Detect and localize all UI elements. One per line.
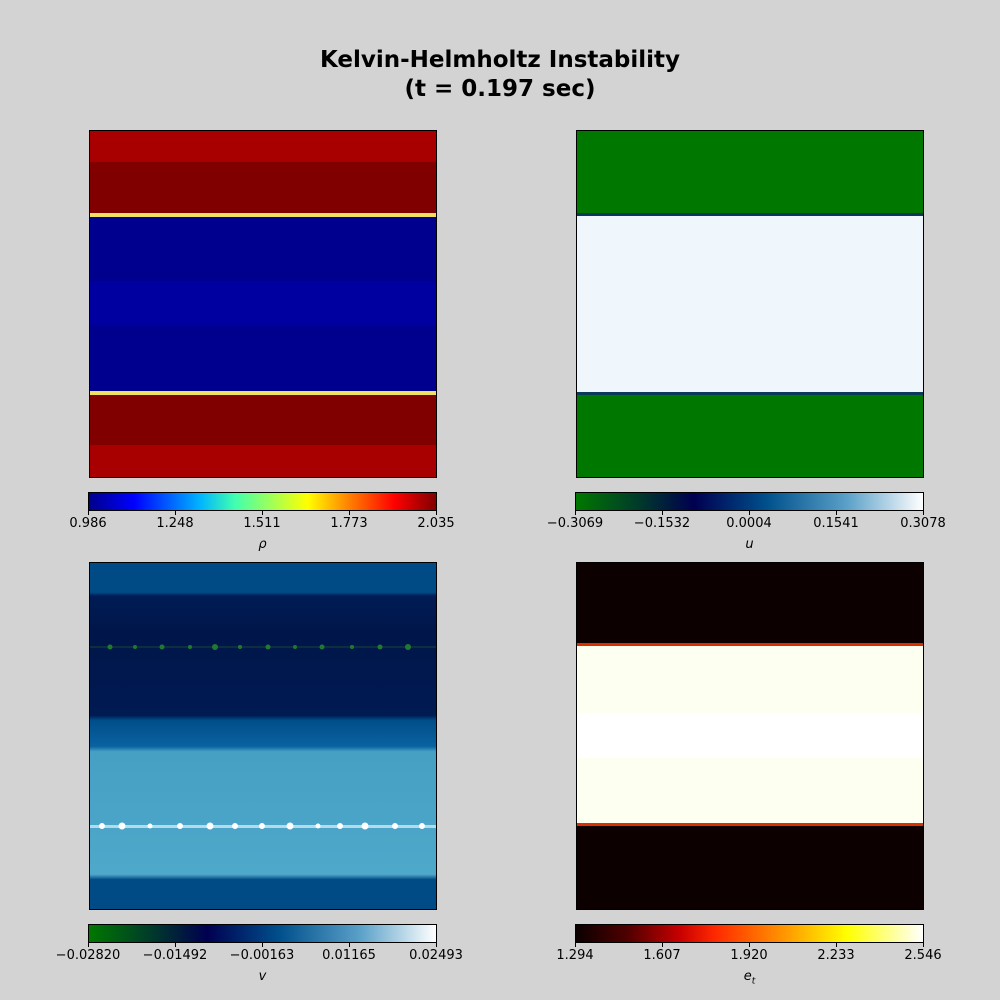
energy-colorbar-label-base: e: [743, 969, 752, 984]
v-tick-label: −0.02820: [55, 948, 121, 963]
v-vortex-markers-bottom: [99, 822, 425, 830]
energy-colorbar-label-subscript: t: [751, 976, 756, 987]
v-field-background: [90, 563, 436, 909]
density-shear-layer-bottom: [90, 391, 436, 395]
u-tick-label: 0.1541: [813, 516, 859, 531]
u-interface-top: [577, 213, 923, 216]
density-colorbar-label: ρ: [258, 537, 267, 552]
u-interface-bottom: [577, 392, 923, 395]
energy-colorbar-ticks: 1.294 1.607 1.920 2.233 2.546: [556, 943, 942, 971]
u-velocity-colorbar: [575, 492, 924, 511]
density-tick-label: 1.248: [156, 516, 194, 531]
u-tick-label: 0.0004: [726, 516, 772, 531]
energy-tick-label: 2.233: [817, 948, 855, 963]
u-band-bottom: [577, 395, 923, 477]
u-tick-label: 0.3078: [900, 516, 946, 531]
density-band-top-outer: [90, 131, 436, 162]
density-band-top-inner: [90, 162, 436, 214]
v-velocity-colorbar-ticks: −0.02820 −0.01492 −0.00163 0.01165 0.024…: [56, 943, 463, 971]
density-tick-label: 1.511: [243, 516, 281, 531]
density-band-bottom-outer: [90, 445, 436, 477]
v-velocity-colorbar-label: v: [258, 969, 267, 984]
density-colorbar-ticks: 0.986 1.248 1.511 1.773 2.035: [69, 511, 455, 539]
v-interface-top: [90, 646, 436, 648]
u-band-top: [577, 131, 923, 214]
energy-tick-label: 2.546: [904, 948, 942, 963]
u-tick-label: −0.1532: [633, 516, 691, 531]
v-velocity-heatmap: [89, 562, 437, 910]
v-tick-label: 0.01165: [322, 948, 376, 963]
v-tick-label: 0.02493: [409, 948, 463, 963]
density-shear-layer-top: [90, 213, 436, 217]
energy-interface-bottom: [577, 823, 923, 826]
v-tick-label: −0.01492: [142, 948, 208, 963]
energy-band-middle-core: [577, 713, 923, 758]
density-tick-label: 0.986: [69, 516, 107, 531]
u-velocity-colorbar-ticks: −0.3069 −0.1532 0.0004 0.1541 0.3078: [547, 511, 946, 539]
figure-title: Kelvin-Helmholtz Instability: [319, 47, 681, 73]
energy-tick-label: 1.607: [643, 948, 681, 963]
density-band-middle-core: [90, 281, 436, 326]
density-colorbar: [88, 492, 437, 511]
u-velocity-colorbar-label: u: [745, 537, 754, 552]
v-vortex-markers-top: [107, 644, 411, 650]
v-tick-label: −0.00163: [229, 948, 295, 963]
energy-heatmap: [576, 562, 924, 910]
energy-band-bottom: [577, 826, 923, 909]
figure-subtitle: (t = 0.197 sec): [404, 76, 596, 102]
energy-band-top: [577, 563, 923, 645]
energy-tick-label: 1.920: [730, 948, 768, 963]
energy-colorbar: [575, 924, 924, 943]
energy-tick-label: 1.294: [556, 948, 594, 963]
density-tick-label: 1.773: [330, 516, 368, 531]
u-velocity-heatmap: [576, 130, 924, 478]
density-tick-label: 2.035: [417, 516, 455, 531]
density-heatmap: [89, 130, 437, 478]
energy-colorbar-label: et: [575, 969, 924, 987]
u-tick-label: −0.3069: [546, 516, 604, 531]
density-band-bottom-inner: [90, 395, 436, 445]
v-velocity-colorbar: [88, 924, 437, 943]
u-band-middle: [577, 216, 923, 393]
energy-interface-top: [577, 643, 923, 646]
